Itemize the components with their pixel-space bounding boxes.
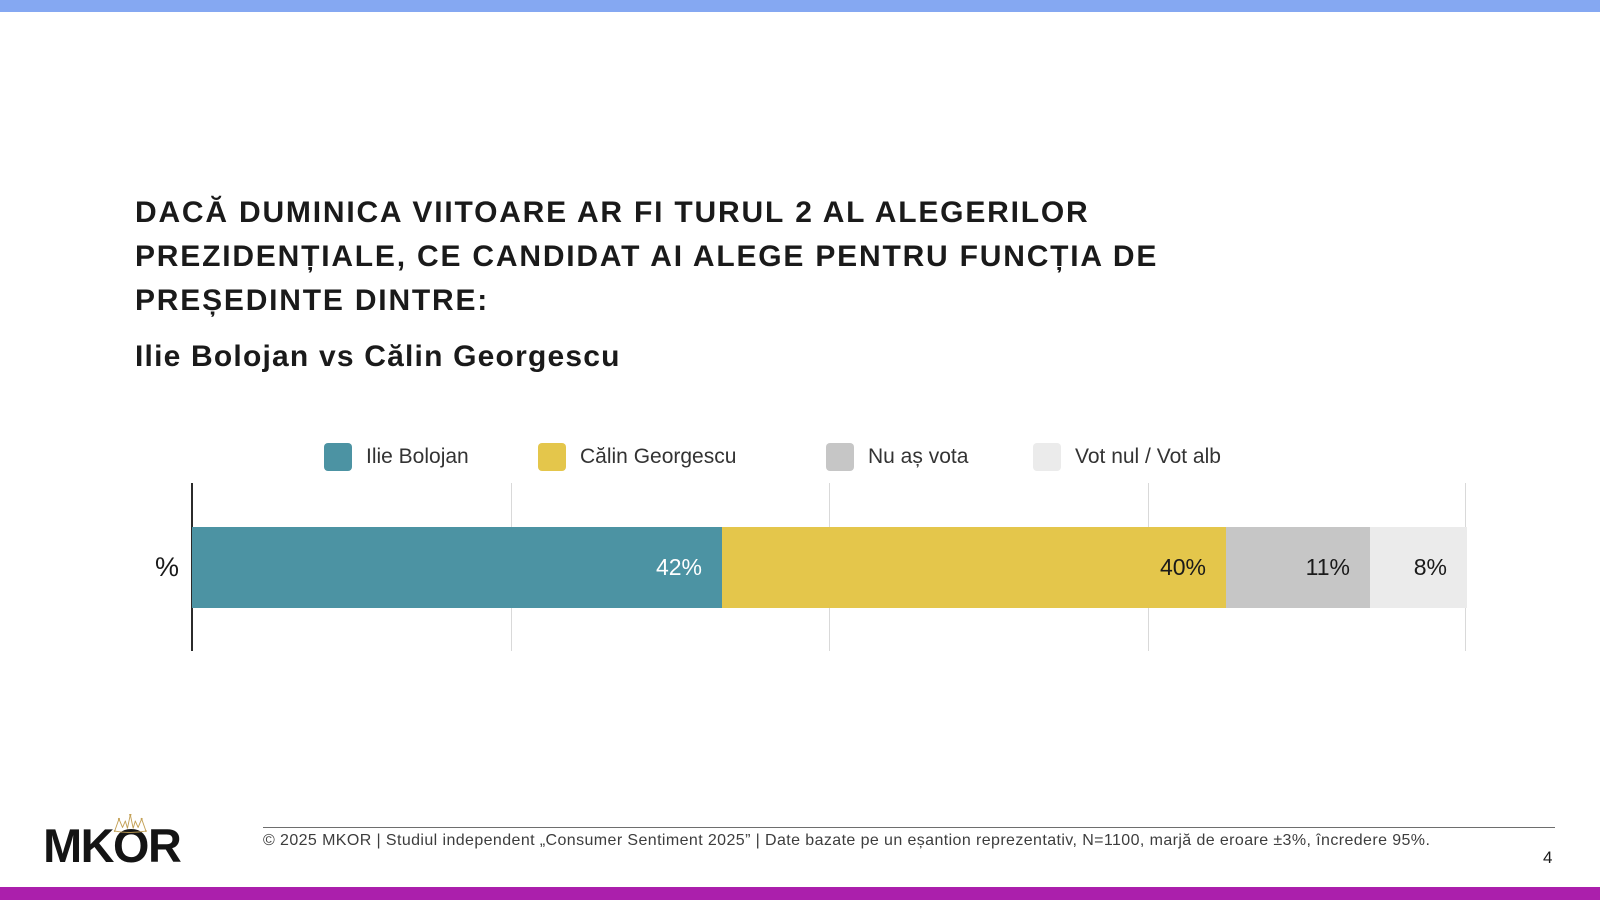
svg-text:MKOR: MKOR — [43, 820, 181, 872]
